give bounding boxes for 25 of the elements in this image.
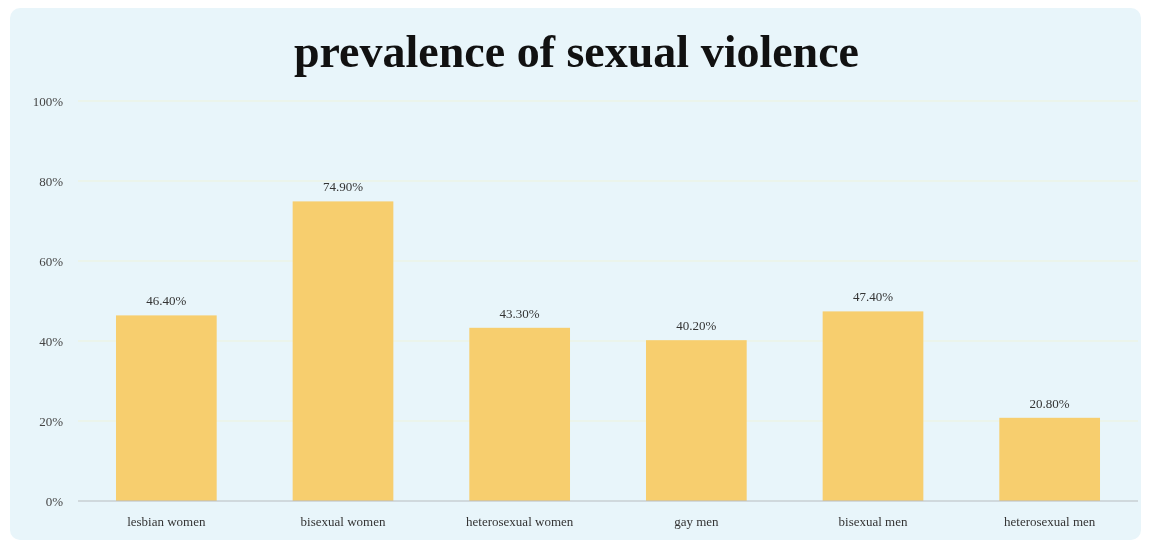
data-label: 74.90% [322,179,364,195]
y-tick-label: 0% [45,493,64,509]
bar [822,311,924,501]
x-tick-label: heterosexual men [1004,514,1096,529]
data-label: 47.40% [852,289,894,305]
data-label: 43.30% [499,305,540,321]
y-tick-label: 80% [39,173,64,189]
bar [469,327,571,501]
bar [999,417,1101,501]
data-label: 40.20% [676,318,717,334]
bar [292,201,394,501]
chart-title: prevalence of sexual violence [293,26,860,77]
x-tick-label: lesbian women [127,514,206,529]
y-tick-label: 60% [39,253,64,269]
bar [115,315,217,501]
x-tick-label: gay men [674,514,720,529]
y-tick-label: 40% [39,333,64,349]
data-label: 46.40% [146,293,187,309]
data-label: 20.80% [1029,395,1070,411]
x-tick-label: bisexual men [838,514,908,529]
y-tick-label: 100% [32,93,64,109]
x-tick-label: bisexual women [300,514,386,529]
bar [645,340,747,501]
x-tick-label: heterosexual women [466,514,574,529]
y-tick-label: 20% [39,413,64,429]
